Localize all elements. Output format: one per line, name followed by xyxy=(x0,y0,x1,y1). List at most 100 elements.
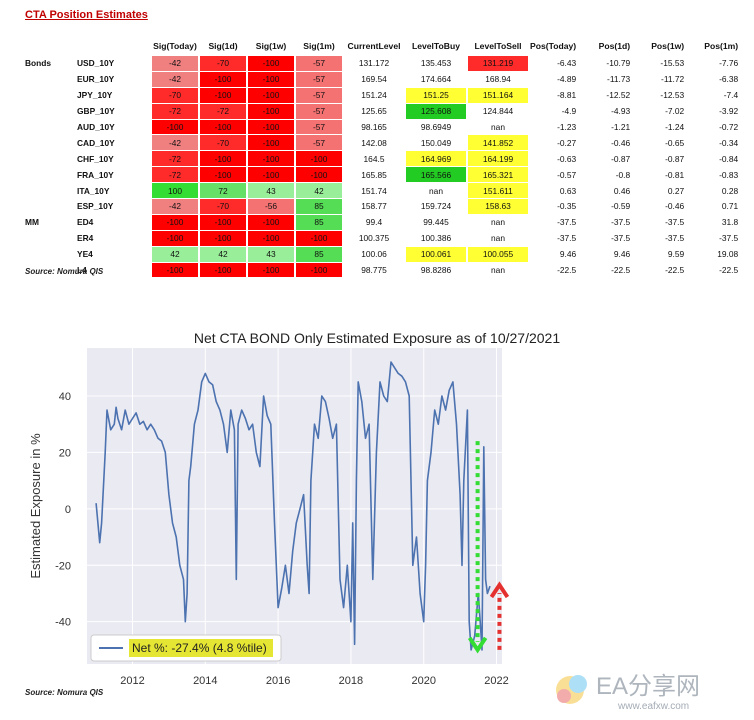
position-cell: -0.8 xyxy=(615,169,631,180)
header-pos-1w: Pos(1w) xyxy=(651,41,685,51)
level-to-sell-cell: 151.164 xyxy=(468,87,528,103)
x-tick-label: 2012 xyxy=(120,675,144,687)
level-to-sell-cell: 141.852 xyxy=(468,135,528,151)
level-to-buy-cell: 98.8286 xyxy=(420,265,452,276)
position-cell: 9.46 xyxy=(559,249,577,260)
level-to-sell-cell: 124.844 xyxy=(482,106,514,117)
signal-cell: -42 xyxy=(152,71,198,87)
table-source: Source: Nomura QIS xyxy=(25,267,104,276)
row-instrument: GBP_10Y xyxy=(77,106,115,117)
position-cell: 0.63 xyxy=(559,185,577,196)
row-instrument: EUR_10Y xyxy=(77,74,115,85)
level-to-buy-cell: nan xyxy=(429,185,443,196)
position-cell: -37.5 xyxy=(557,217,577,228)
level-to-sell-cell: 100.055 xyxy=(468,246,528,262)
header-sig-1w: Sig(1w) xyxy=(255,41,287,51)
current-level-cell: 98.165 xyxy=(361,122,387,132)
position-cell: -0.59 xyxy=(611,201,631,212)
position-cell: 9.46 xyxy=(613,249,631,260)
series-line xyxy=(95,361,491,651)
y-tick-label: -20 xyxy=(55,560,71,572)
position-cell: -0.83 xyxy=(719,169,739,180)
x-tick-label: 2014 xyxy=(193,675,217,687)
position-cell: 0.46 xyxy=(613,185,631,196)
row-group: MM xyxy=(25,217,39,228)
row-instrument: JPY_10Y xyxy=(77,90,113,101)
position-cell: -0.84 xyxy=(719,153,739,164)
level-to-buy-cell: 159.724 xyxy=(420,201,452,212)
table-row: ESP_10Y -42 -70 -56 85 158.77 159.724 158.63 -0.… xyxy=(25,199,744,214)
signal-cell: -72 xyxy=(152,167,198,183)
level-to-buy-cell: 150.049 xyxy=(420,137,452,148)
table-row: GBP_10Y -72 -72 -100 -57 125.65 125.608 124.844… xyxy=(25,103,744,119)
header-level-to-sell: LevelToSell xyxy=(474,41,522,51)
row-instrument: ED4 xyxy=(77,217,94,228)
arrow-up-icon xyxy=(489,581,510,599)
position-cell: -0.87 xyxy=(665,153,685,164)
signal-cell: 85 xyxy=(296,199,342,214)
position-cell: -12.53 xyxy=(660,90,685,101)
current-level-cell: 100.375 xyxy=(358,233,390,244)
row-instrument: USD_10Y xyxy=(77,58,115,69)
position-cell: -1.23 xyxy=(557,122,577,132)
table-row: ITA_10Y 100 72 43 42 151.74 nan 151.611 0.63 0.46… xyxy=(25,183,744,199)
level-to-sell-cell: 164.199 xyxy=(468,151,528,167)
level-to-buy-cell: 98.6949 xyxy=(420,122,452,132)
position-cell: -4.89 xyxy=(557,74,577,85)
table-row: L4 -100 -100 -100 -100 98.775 98.8286 nan -22.5-… xyxy=(25,262,744,278)
signal-cell: -100 xyxy=(200,87,246,103)
signal-cell: -100 xyxy=(248,103,294,119)
position-cell: -0.87 xyxy=(611,153,631,164)
level-to-buy-cell: 164.969 xyxy=(406,151,466,167)
signal-cell: -100 xyxy=(248,135,294,151)
level-to-sell-cell: nan xyxy=(491,233,505,244)
legend-highlight xyxy=(129,639,273,657)
row-instrument: YE4 xyxy=(77,249,93,260)
signal-cell: -72 xyxy=(152,151,198,167)
position-cell: -22.5 xyxy=(557,265,577,276)
signal-cell: -70 xyxy=(152,87,198,103)
position-cell: -7.76 xyxy=(719,58,739,69)
watermark-logo: EA分享网 www.eafxw.com xyxy=(556,673,700,712)
signal-cell: -100 xyxy=(296,262,342,278)
level-to-sell-cell: 165.321 xyxy=(468,167,528,183)
signal-cell: -100 xyxy=(200,262,246,278)
watermark-icon xyxy=(556,675,587,704)
position-cell: -0.63 xyxy=(557,153,577,164)
current-level-cell: 165.85 xyxy=(361,169,387,180)
signal-cell: 43 xyxy=(248,246,294,262)
position-cell: -37.5 xyxy=(665,233,685,244)
signal-cell: -100 xyxy=(296,230,342,246)
signal-cell: -100 xyxy=(248,87,294,103)
row-instrument: ER4 xyxy=(77,233,94,244)
level-to-buy-cell: 125.608 xyxy=(406,103,466,119)
level-to-buy-cell: 151.25 xyxy=(406,87,466,103)
position-cell: -0.72 xyxy=(719,122,739,132)
level-to-sell-cell: nan xyxy=(491,265,505,276)
signal-cell: -100 xyxy=(296,167,342,183)
current-level-cell: 169.54 xyxy=(361,74,387,85)
current-level-cell: 100.06 xyxy=(361,249,387,260)
position-cell: -0.35 xyxy=(557,201,577,212)
x-tick-label: 2018 xyxy=(339,675,363,687)
y-axis-label: Estimated Exposure in % xyxy=(28,433,43,579)
row-instrument: CHF_10Y xyxy=(77,153,114,164)
position-cell: -22.5 xyxy=(719,265,739,276)
signal-cell: 42 xyxy=(200,246,246,262)
signal-cell: -100 xyxy=(248,151,294,167)
position-cell: -1.24 xyxy=(665,122,685,132)
table-row: MM ED4 -100 -100 -100 85 99.4 99.445 nan -37.5 -37… xyxy=(25,214,744,230)
table-row: CHF_10Y -72 -100 -100 -100 164.5 164.969 164.19… xyxy=(25,151,744,167)
signal-cell: 85 xyxy=(296,246,342,262)
y-tick-label: 40 xyxy=(59,391,71,403)
table-header-row: Sig(Today) Sig(1d) Sig(1w) Sig(1m) Curre… xyxy=(25,37,744,55)
header-sig-1m: Sig(1m) xyxy=(303,41,335,51)
signal-cell: -56 xyxy=(248,199,294,214)
current-level-cell: 164.5 xyxy=(363,153,385,164)
current-level-cell: 158.77 xyxy=(361,201,387,212)
position-cell: -0.65 xyxy=(665,137,685,148)
signal-cell: -57 xyxy=(296,56,342,71)
table-row: Bonds USD_10Y -42 -70 -100 -57 131.172 135.453 1… xyxy=(25,56,744,71)
table-row: CAD_10Y -42 -70 -100 -57 142.08 150.049 141.852… xyxy=(25,135,744,151)
